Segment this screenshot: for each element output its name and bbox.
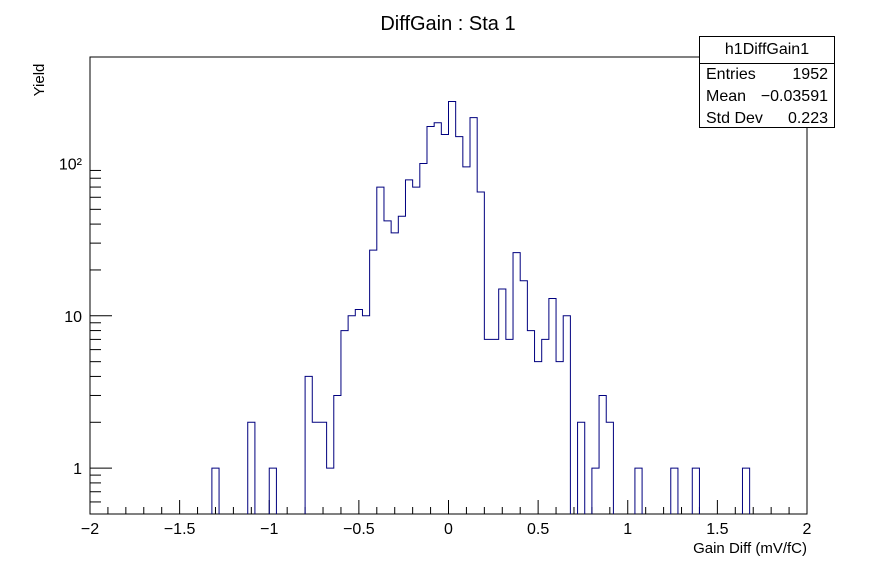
histogram-bin	[484, 339, 491, 514]
x-tick-label: 1	[623, 521, 632, 538]
histogram-bin	[692, 468, 699, 514]
histogram-bin	[449, 102, 456, 514]
histogram-bin	[742, 468, 749, 514]
stats-box: h1DiffGain1 Entries 1952 Mean −0.03591 S…	[699, 36, 835, 128]
histogram-bin	[520, 281, 527, 514]
histogram-bin	[384, 221, 391, 514]
stats-stddev-label: Std Dev	[706, 110, 763, 127]
stats-mean-value: −0.03591	[760, 88, 828, 105]
y-axis: 1 10 10²	[59, 156, 112, 515]
histogram-bin	[441, 134, 448, 514]
histogram-bin	[341, 331, 348, 514]
histogram-bin	[549, 298, 556, 514]
histogram-bin	[269, 468, 276, 514]
histogram-bin	[599, 395, 606, 514]
histogram-bin	[355, 310, 362, 514]
y-tick-label: 1	[73, 461, 82, 478]
x-tick-label: −1.5	[164, 521, 196, 538]
histogram-bin	[327, 468, 334, 514]
histogram-bin	[305, 376, 312, 514]
histogram-bin	[513, 253, 520, 514]
histogram-bin	[391, 233, 398, 514]
histogram-bin	[248, 422, 255, 514]
histogram-bin	[398, 216, 405, 514]
stats-entries-value: 1952	[792, 66, 828, 83]
histogram-bin	[477, 192, 484, 514]
stats-stddev-value: 0.223	[787, 110, 828, 127]
histogram-bin	[527, 331, 534, 514]
histogram-bin	[635, 468, 642, 514]
histogram-bin	[362, 316, 369, 514]
histogram-bin	[434, 123, 441, 514]
x-axis: −2 −1.5 −1 −0.5 0 0.5 1 1.5 2	[81, 500, 812, 538]
chart-title: DiffGain : Sta 1	[380, 13, 515, 35]
x-tick-label: 0.5	[527, 521, 549, 538]
histogram-bin	[506, 339, 513, 514]
y-tick-label: 10	[64, 309, 82, 326]
stats-row-stddev: Std Dev 0.223	[700, 108, 834, 130]
x-tick-label: −0.5	[343, 521, 375, 538]
stats-entries-label: Entries	[706, 66, 756, 83]
histogram-bin	[535, 362, 542, 514]
x-tick-label: 1.5	[706, 521, 728, 538]
x-axis-title: Gain Diff (mV/fC)	[693, 540, 807, 557]
x-tick-label: 2	[803, 521, 812, 538]
histogram-bin	[312, 422, 319, 514]
y-axis-title: Yield	[31, 64, 48, 97]
histogram-bin	[370, 250, 377, 514]
stats-box-title: h1DiffGain1	[700, 37, 834, 64]
histogram-bin	[556, 362, 563, 514]
histogram-bin	[606, 422, 613, 514]
histogram-outline	[211, 101, 751, 514]
histogram-bin	[413, 187, 420, 514]
histogram-bin	[319, 422, 326, 514]
histogram-bin	[456, 137, 463, 514]
histogram-bin	[420, 163, 427, 514]
x-tick-label: −1	[260, 521, 278, 538]
stats-row-mean: Mean −0.03591	[700, 86, 834, 108]
histogram-bin	[377, 187, 384, 514]
histogram-bin	[348, 316, 355, 514]
histogram-bin	[578, 422, 585, 514]
histogram-bin	[592, 468, 599, 514]
histogram-bin	[542, 339, 549, 514]
histogram-bin	[671, 468, 678, 514]
histogram-bins	[212, 102, 750, 514]
histogram-bin	[427, 126, 434, 514]
histogram-bin	[405, 180, 412, 514]
histogram-bin	[463, 167, 470, 514]
histogram-bin	[470, 118, 477, 514]
x-tick-label: −2	[81, 521, 99, 538]
histogram-bin	[563, 316, 570, 514]
histogram-bin	[334, 395, 341, 514]
stats-row-entries: Entries 1952	[700, 64, 834, 86]
stats-mean-label: Mean	[706, 88, 747, 105]
y-tick-label: 10²	[59, 156, 83, 173]
x-tick-label: 0	[444, 521, 453, 538]
histogram-bin	[499, 289, 506, 514]
histogram-bin	[492, 339, 499, 514]
